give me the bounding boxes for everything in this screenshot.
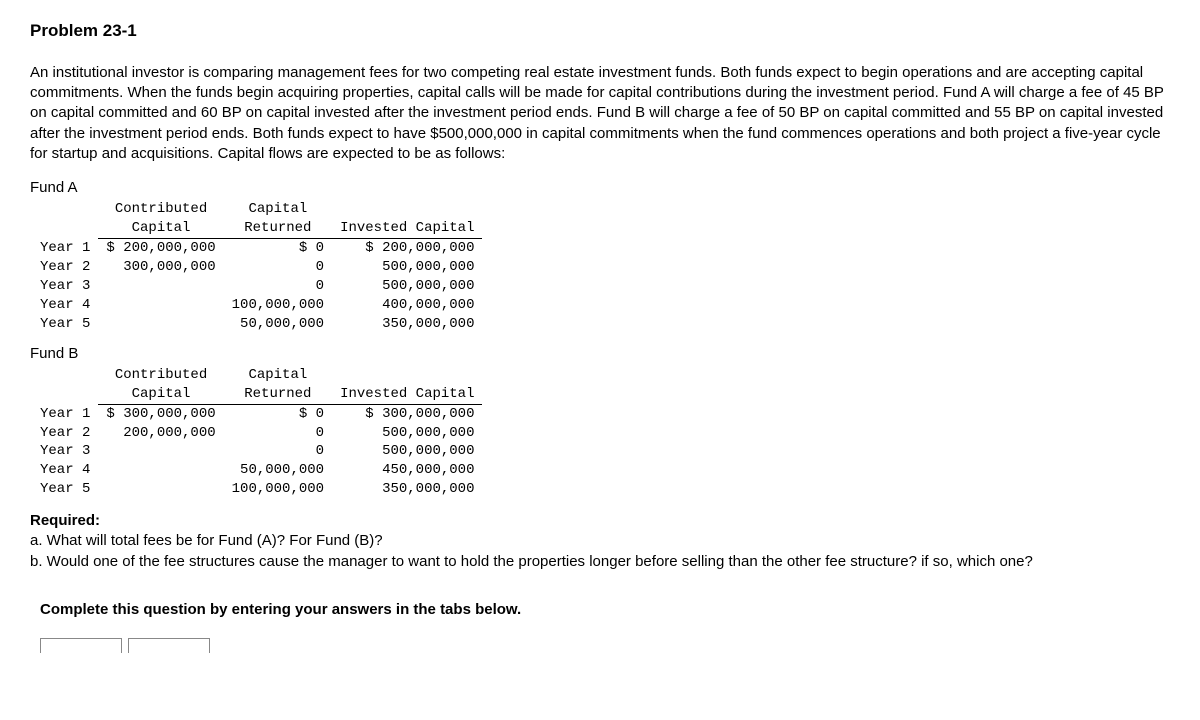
cell: $ 300,000,000 (98, 404, 223, 423)
cell: 450,000,000 (332, 461, 482, 480)
cell: $ 200,000,000 (98, 239, 223, 258)
table-row: Year 3 0 500,000,000 (40, 277, 482, 296)
year-label: Year 5 (40, 315, 98, 334)
table-row: Year 3 0 500,000,000 (40, 442, 482, 461)
cell (98, 461, 223, 480)
cell: 350,000,000 (332, 480, 482, 499)
table-header (40, 366, 98, 404)
table-header: Invested Capital (332, 200, 482, 238)
cell: 400,000,000 (332, 296, 482, 315)
cell: $ 300,000,000 (332, 404, 482, 423)
year-label: Year 2 (40, 424, 98, 443)
table-row: Year 2 300,000,000 0 500,000,000 (40, 258, 482, 277)
table-row: Year 5 100,000,000 350,000,000 (40, 480, 482, 499)
cell: 500,000,000 (332, 258, 482, 277)
cell: 500,000,000 (332, 424, 482, 443)
year-label: Year 1 (40, 239, 98, 258)
year-label: Year 3 (40, 277, 98, 296)
required-heading: Required: (30, 511, 1170, 531)
answer-tabs (40, 638, 1170, 653)
table-header: Contributed Capital (98, 200, 223, 238)
year-label: Year 4 (40, 461, 98, 480)
instruction-text: Complete this question by entering your … (40, 600, 1170, 620)
year-label: Year 1 (40, 404, 98, 423)
problem-title: Problem 23-1 (30, 20, 1170, 43)
cell: 0 (224, 277, 332, 296)
cell (98, 277, 223, 296)
problem-intro: An institutional investor is comparing m… (30, 63, 1170, 164)
fund-b-table: Contributed Capital Capital Returned Inv… (40, 366, 482, 499)
cell: 50,000,000 (224, 461, 332, 480)
table-header: Invested Capital (332, 366, 482, 404)
table-row: Year 2 200,000,000 0 500,000,000 (40, 424, 482, 443)
fund-a-label: Fund A (30, 178, 1170, 198)
cell (98, 480, 223, 499)
cell: $ 0 (224, 239, 332, 258)
cell: $ 200,000,000 (332, 239, 482, 258)
table-row: Year 1 $ 300,000,000 $ 0 $ 300,000,000 (40, 404, 482, 423)
table-header: Capital Returned (224, 366, 332, 404)
tab-stub[interactable] (40, 638, 122, 653)
cell: 50,000,000 (224, 315, 332, 334)
fund-b-label: Fund B (30, 344, 1170, 364)
cell: $ 0 (224, 404, 332, 423)
table-header (40, 200, 98, 238)
year-label: Year 2 (40, 258, 98, 277)
year-label: Year 3 (40, 442, 98, 461)
cell: 0 (224, 442, 332, 461)
cell: 100,000,000 (224, 296, 332, 315)
tab-stub[interactable] (128, 638, 210, 653)
cell: 200,000,000 (98, 424, 223, 443)
table-row: Year 4 50,000,000 450,000,000 (40, 461, 482, 480)
required-b: b. Would one of the fee structures cause… (30, 552, 1170, 572)
fund-a-table: Contributed Capital Capital Returned Inv… (40, 200, 482, 333)
cell: 0 (224, 424, 332, 443)
cell: 500,000,000 (332, 277, 482, 296)
cell (98, 315, 223, 334)
year-label: Year 4 (40, 296, 98, 315)
cell: 0 (224, 258, 332, 277)
table-header: Capital Returned (224, 200, 332, 238)
cell: 350,000,000 (332, 315, 482, 334)
cell (98, 296, 223, 315)
table-row: Year 4 100,000,000 400,000,000 (40, 296, 482, 315)
cell: 500,000,000 (332, 442, 482, 461)
cell: 300,000,000 (98, 258, 223, 277)
table-header: Contributed Capital (98, 366, 223, 404)
required-a: a. What will total fees be for Fund (A)?… (30, 531, 1170, 551)
cell (98, 442, 223, 461)
required-section: Required: a. What will total fees be for… (30, 511, 1170, 572)
cell: 100,000,000 (224, 480, 332, 499)
year-label: Year 5 (40, 480, 98, 499)
table-row: Year 5 50,000,000 350,000,000 (40, 315, 482, 334)
table-row: Year 1 $ 200,000,000 $ 0 $ 200,000,000 (40, 239, 482, 258)
